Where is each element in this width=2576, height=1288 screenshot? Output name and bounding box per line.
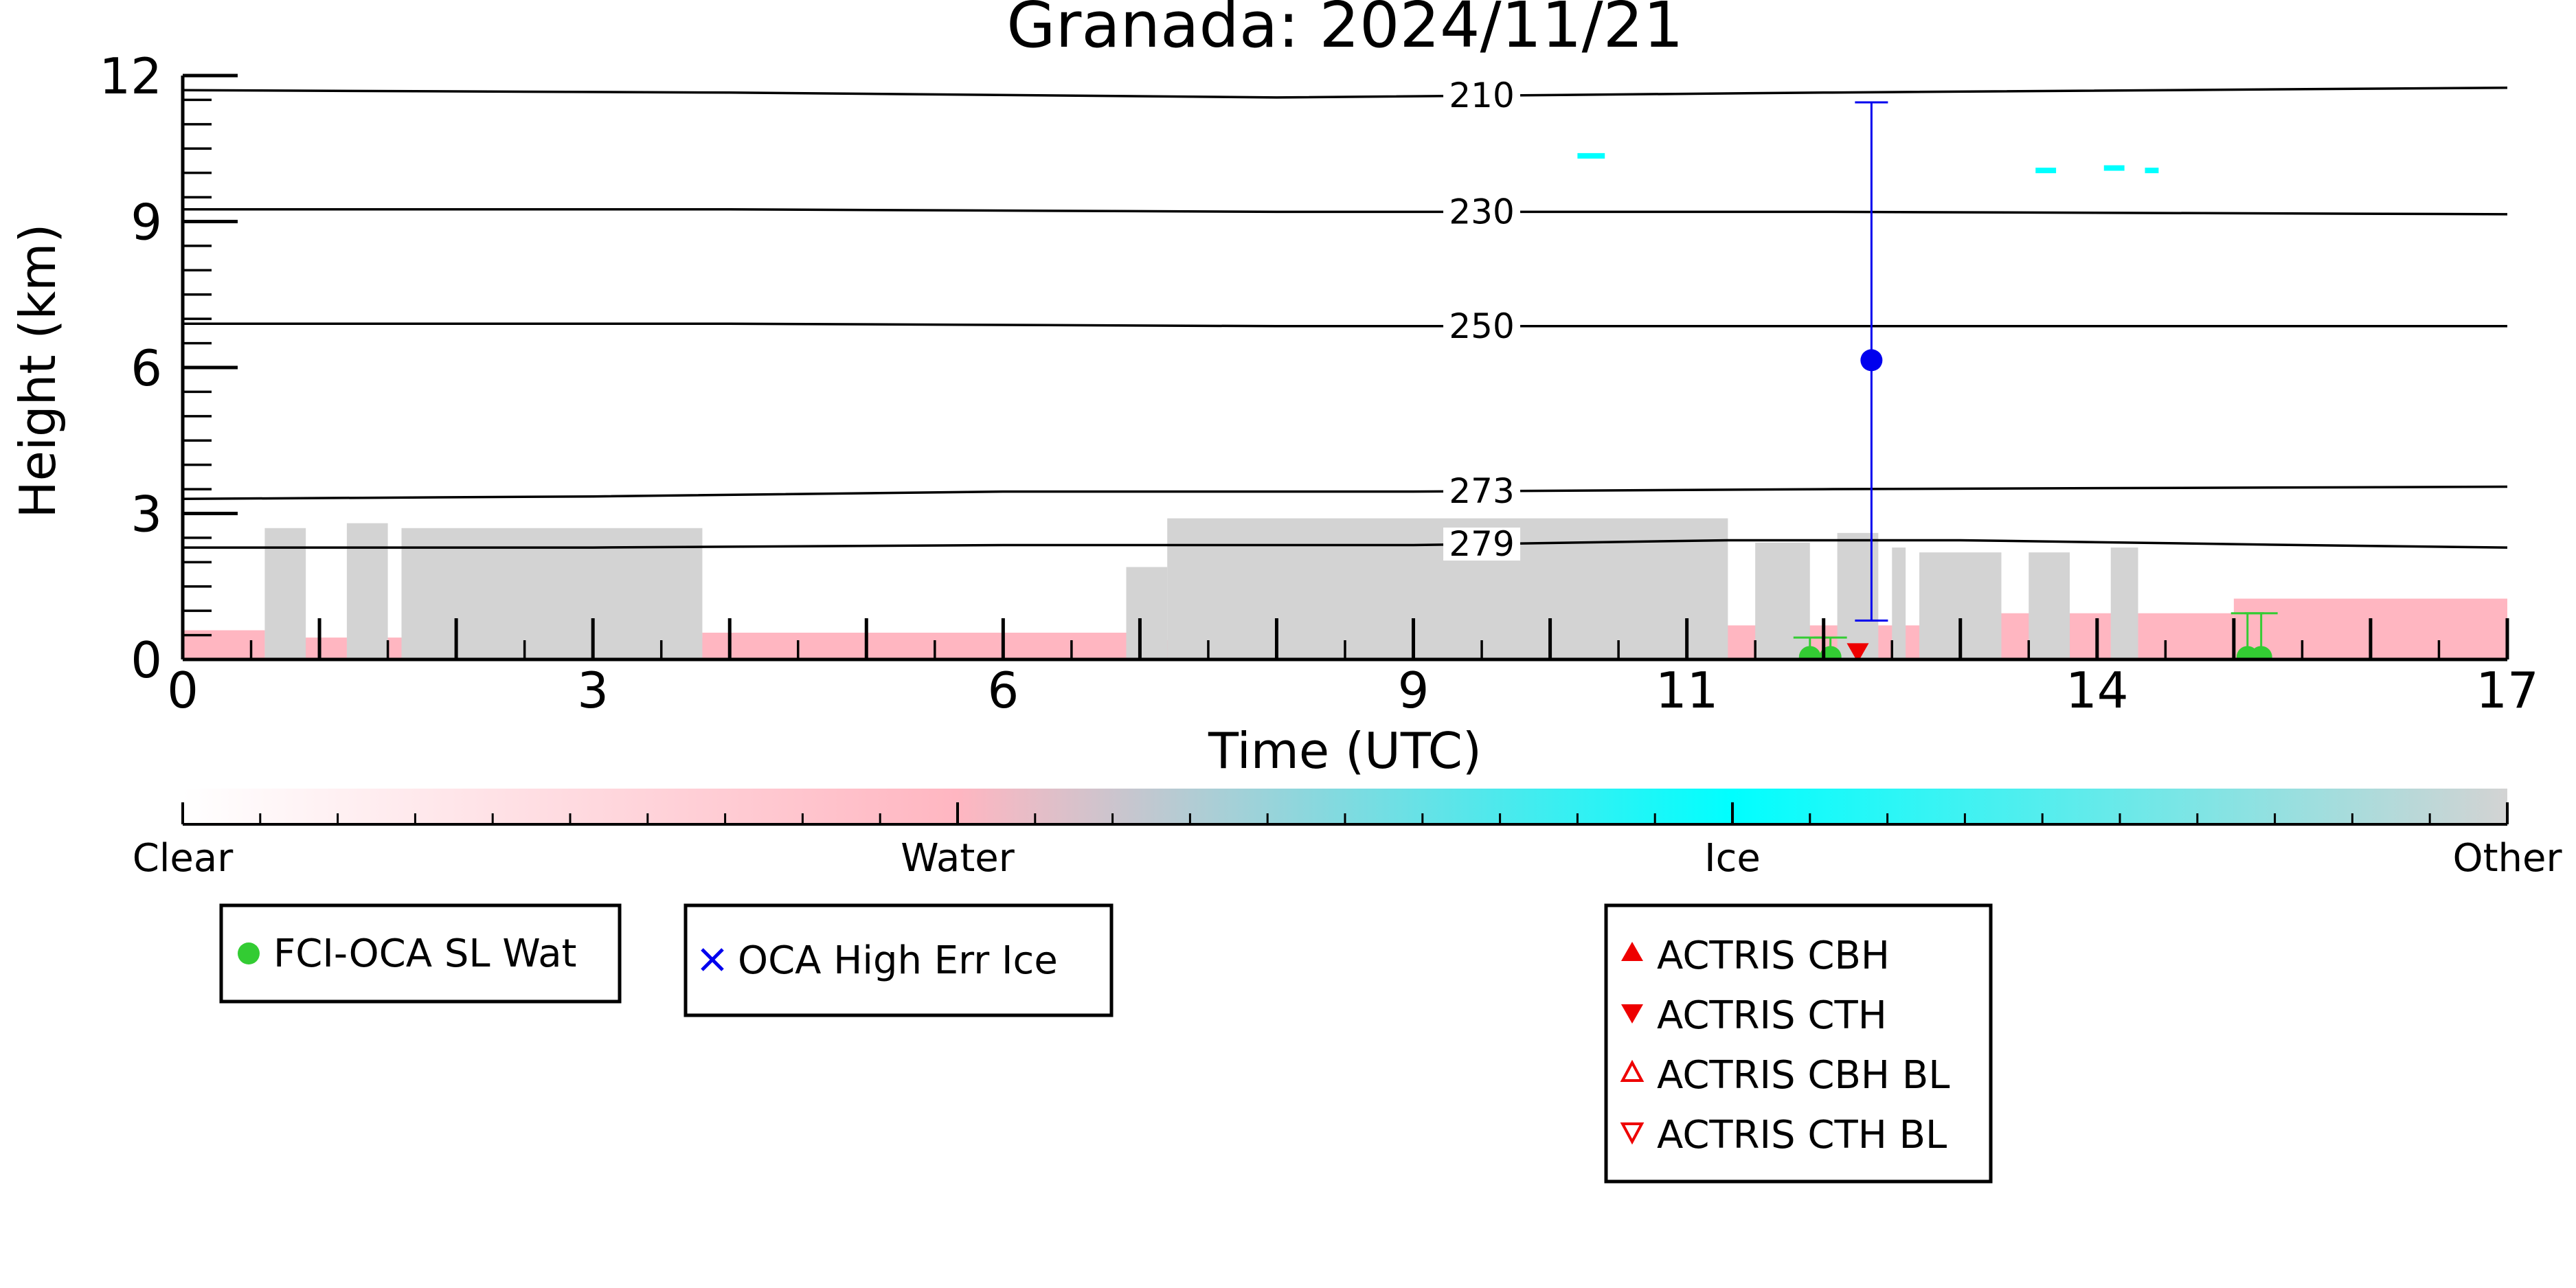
colorbar: Clear Water Ice Other <box>133 789 2563 881</box>
isotherm-label-bg <box>1443 309 1521 343</box>
chart-title: Granada: 2024/11/21 <box>1006 0 1683 62</box>
x-tick-label: 17 <box>2476 662 2539 719</box>
other-cloud-block <box>401 528 703 659</box>
isotherm-line <box>183 539 2507 549</box>
x-tick-label: 9 <box>1398 662 1430 719</box>
legend-marker-circle <box>238 942 260 964</box>
other-cloud-block <box>2110 547 2138 659</box>
isotherm-line <box>183 86 2507 99</box>
other-cloud-block <box>1892 547 1906 659</box>
x-tick-label: 11 <box>1656 662 1719 719</box>
isotherm-label: 279 <box>1449 524 1514 564</box>
data-point <box>1798 646 1821 659</box>
isotherm-group: 210 230 250 273 279 <box>183 76 2507 564</box>
other-cloud-block <box>1755 543 1810 659</box>
x-tick-label: 14 <box>2066 662 2129 719</box>
legend-entry: ACTRIS CTH <box>1657 993 1887 1038</box>
legend-entry: ACTRIS CTH BL <box>1657 1113 1947 1157</box>
colorbar-ticks <box>181 802 2509 824</box>
ice-cloud-speck <box>2035 168 2057 174</box>
legend-entry: OCA High Err Ice <box>738 938 1058 983</box>
legend-oca-high-err: OCA High Err Ice <box>683 903 1114 1017</box>
ice-cloud-speck <box>1577 152 1605 159</box>
legend-box <box>683 903 1114 1017</box>
data-point <box>1846 643 1869 659</box>
colorbar-label: Ice <box>1704 836 1761 881</box>
other-cloud-block <box>1126 567 1168 659</box>
isotherm-label-bg <box>1443 195 1521 229</box>
y-tick-label: 0 <box>131 631 162 689</box>
ice-cloud-speck <box>2145 168 2159 174</box>
other-cloud-block <box>346 523 388 659</box>
isotherm-label: 273 <box>1449 471 1514 511</box>
series-group <box>1793 101 2278 659</box>
y-tick-label: 6 <box>131 339 162 397</box>
isotherm-label: 250 <box>1449 306 1514 346</box>
colorbar-label: Water <box>901 836 1015 881</box>
isotherm-label-bg <box>1443 475 1521 508</box>
legend-actris: ACTRIS CBH ACTRIS CTH ACTRIS CBH BL ACTR… <box>1604 903 1993 1184</box>
y-tick-label: 3 <box>131 486 162 543</box>
isotherm-label-bg <box>1443 528 1521 561</box>
legend-entry: ACTRIS CBH <box>1657 934 1890 978</box>
y-ticks: 0 3 6 9 12 <box>99 47 238 689</box>
legend-marker-triangle-down-open <box>1620 1122 1645 1145</box>
colorbar-label: Clear <box>133 836 234 881</box>
legend-marker-triangle-up <box>1621 942 1643 961</box>
x-ticks: 0 3 6 9 11 14 17 <box>167 618 2539 719</box>
legend-marker-triangle-down <box>1621 1004 1643 1024</box>
legend-entry: FCI-OCA SL Wat <box>273 931 577 976</box>
other-cloud-block <box>2029 552 2070 659</box>
y-tick-label: 9 <box>131 194 162 251</box>
legend-box <box>1604 903 1993 1184</box>
legend-entry: ACTRIS CBH BL <box>1657 1053 1950 1098</box>
legend-marker-x <box>701 948 724 971</box>
legend-marker-triangle-up-open <box>1620 1059 1645 1082</box>
isotherm-line <box>183 485 2507 500</box>
legend-fci-oca: FCI-OCA SL Wat <box>219 903 622 1004</box>
x-tick-label: 0 <box>167 662 199 719</box>
isotherm-label: 230 <box>1449 192 1514 231</box>
data-point <box>2250 646 2272 659</box>
other-cloud-group <box>264 518 2138 659</box>
y-axis-label: Height (km) <box>9 224 67 519</box>
x-axis-label: Time (UTC) <box>1208 722 1482 780</box>
data-point <box>1860 349 1883 372</box>
isotherm-label: 210 <box>1449 76 1514 115</box>
isotherm-label-bg <box>1443 79 1521 113</box>
y-tick-label: 12 <box>99 47 162 105</box>
ice-cloud-group <box>1577 152 2159 174</box>
isotherm-line <box>183 322 2507 328</box>
plot-area: 210 230 250 273 279 <box>183 76 2507 659</box>
colorbar-label: Other <box>2452 836 2562 881</box>
other-cloud-block <box>264 528 306 659</box>
colorbar-labels: Clear Water Ice Other <box>133 836 2563 881</box>
legend-box <box>219 903 622 1004</box>
x-tick-label: 6 <box>987 662 1019 719</box>
x-tick-label: 3 <box>577 662 609 719</box>
isotherm-line <box>183 208 2507 216</box>
water-layer <box>702 633 1127 659</box>
ice-cloud-speck <box>2103 165 2125 171</box>
